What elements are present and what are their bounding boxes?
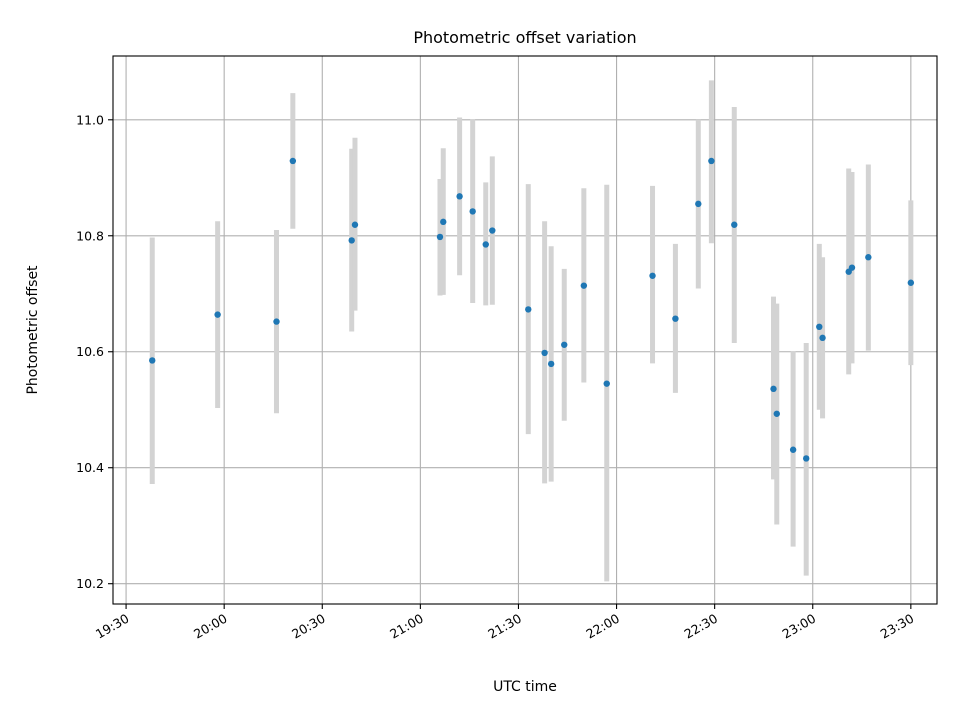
data-point <box>803 455 810 462</box>
data-point <box>348 237 355 244</box>
data-point <box>649 272 656 279</box>
data-point <box>436 233 444 241</box>
data-point <box>547 360 555 368</box>
data-point <box>541 349 548 357</box>
y-tick-label: 11.0 <box>76 112 104 127</box>
data-point <box>770 385 777 393</box>
data-point <box>440 218 447 226</box>
data-point <box>351 221 359 228</box>
data-point <box>773 410 780 417</box>
data-point <box>672 315 679 322</box>
data-point <box>731 221 738 228</box>
data-point <box>695 200 702 208</box>
data-point <box>525 306 532 313</box>
data-point <box>456 193 463 200</box>
data-point <box>149 357 156 364</box>
y-axis-label: Photometric offset <box>25 265 41 395</box>
data-point <box>489 227 496 234</box>
y-tick-label: 10.8 <box>76 228 104 243</box>
data-point <box>273 318 280 325</box>
data-point <box>789 446 797 453</box>
data-point <box>708 157 715 165</box>
data-point <box>214 311 221 318</box>
data-point <box>469 208 476 215</box>
data-point <box>848 264 856 271</box>
grid-layer <box>113 56 937 604</box>
data-point <box>865 254 872 261</box>
data-point <box>907 279 915 286</box>
point-layer <box>149 157 915 462</box>
data-point <box>289 157 297 165</box>
data-point <box>561 341 568 348</box>
y-tick-label: 10.6 <box>76 344 104 359</box>
data-point <box>819 334 826 342</box>
chart-title: Photometric offset variation <box>413 28 636 47</box>
data-point <box>482 241 489 248</box>
y-tick-label: 10.4 <box>76 460 104 475</box>
data-point <box>816 323 823 331</box>
y-axis-ticks: 10.2 10.4 10.6 10.8 11.0 <box>76 112 113 591</box>
data-point <box>603 380 610 387</box>
plot-frame <box>112 55 938 605</box>
x-axis-label: UTC time <box>493 679 557 695</box>
data-point <box>580 282 588 289</box>
y-tick-label: 10.2 <box>76 576 104 591</box>
